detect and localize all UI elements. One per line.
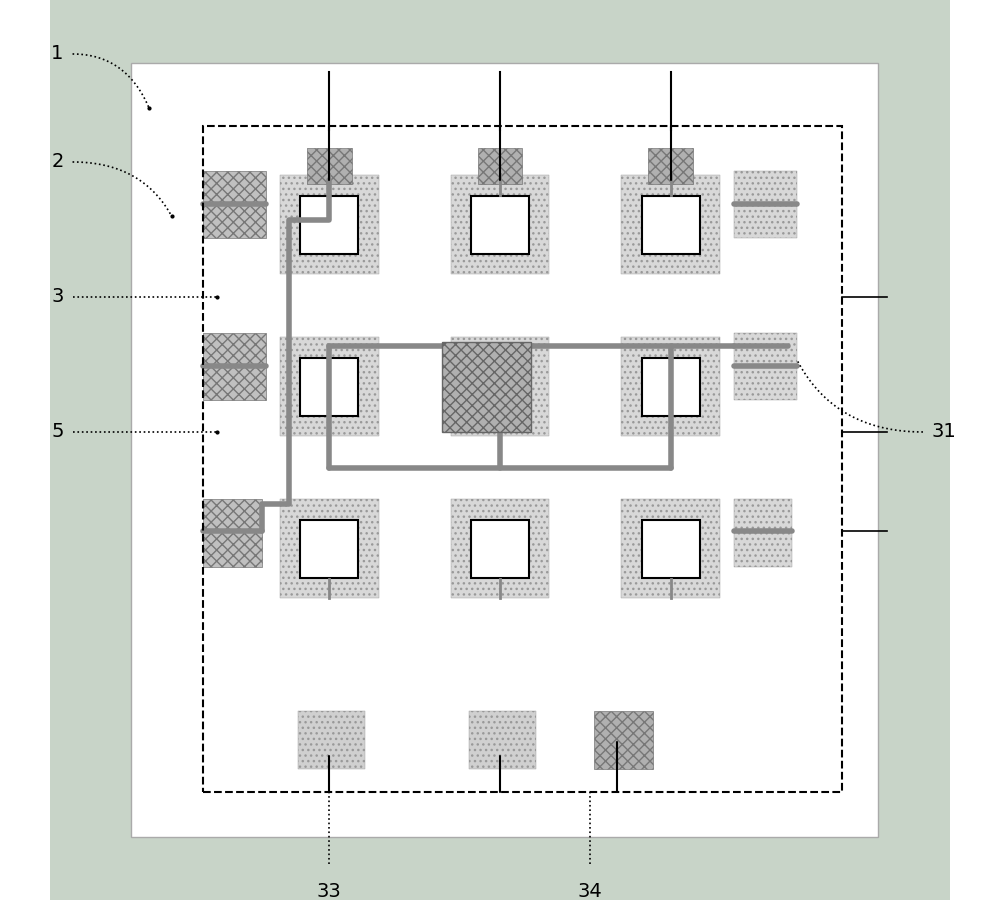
- Bar: [469, 711, 536, 769]
- Bar: [648, 148, 693, 185]
- Bar: [734, 171, 797, 239]
- Bar: [298, 711, 365, 769]
- Text: 3: 3: [51, 288, 64, 307]
- Bar: [471, 357, 529, 416]
- Bar: [300, 357, 358, 416]
- Bar: [451, 500, 549, 598]
- Bar: [471, 519, 529, 578]
- Bar: [734, 333, 797, 401]
- Bar: [300, 519, 358, 578]
- Bar: [471, 195, 529, 254]
- Text: 2: 2: [51, 152, 64, 171]
- Bar: [734, 500, 792, 567]
- Bar: [203, 333, 266, 401]
- Bar: [621, 338, 720, 436]
- Bar: [594, 711, 653, 769]
- Bar: [280, 176, 379, 274]
- Bar: [478, 148, 522, 185]
- Text: 1: 1: [51, 44, 64, 63]
- Bar: [280, 338, 379, 436]
- Bar: [621, 500, 720, 598]
- Bar: [451, 338, 549, 436]
- Bar: [300, 195, 358, 254]
- Bar: [621, 176, 720, 274]
- Bar: [131, 63, 878, 837]
- Bar: [642, 519, 700, 578]
- Bar: [451, 176, 549, 274]
- Text: 5: 5: [51, 423, 64, 442]
- Bar: [131, 63, 878, 837]
- Bar: [203, 171, 266, 239]
- Bar: [203, 126, 842, 792]
- Bar: [203, 500, 262, 567]
- Bar: [307, 148, 352, 185]
- Text: 33: 33: [317, 882, 341, 901]
- Bar: [442, 342, 531, 432]
- Bar: [280, 500, 379, 598]
- Bar: [642, 195, 700, 254]
- Text: 31: 31: [932, 423, 957, 442]
- Text: 34: 34: [578, 882, 602, 901]
- Bar: [642, 357, 700, 416]
